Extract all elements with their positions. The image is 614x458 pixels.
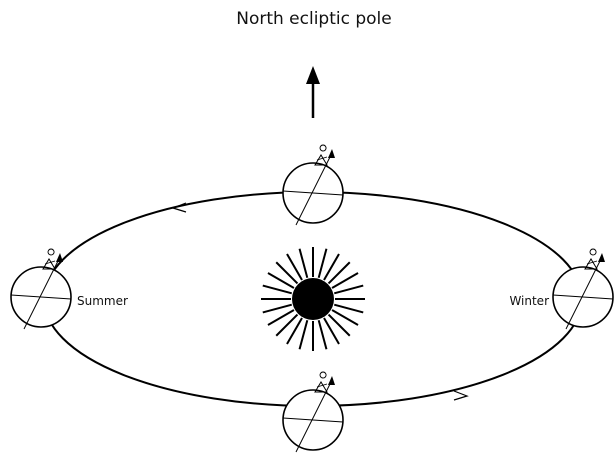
sun-ray — [275, 261, 299, 285]
sun-ray — [317, 248, 328, 279]
sun-ray — [286, 253, 303, 281]
sun-ray — [267, 272, 295, 289]
sun-ray — [327, 313, 351, 337]
sun-ray — [275, 313, 299, 337]
sun — [261, 247, 365, 351]
sun-ray — [262, 303, 293, 314]
earth — [282, 144, 344, 226]
earth — [282, 371, 344, 453]
sun-ray — [333, 284, 364, 295]
sun-ray — [323, 317, 340, 345]
sun-ray — [267, 309, 295, 326]
sun-ray — [317, 319, 328, 350]
sun-ray — [298, 248, 309, 279]
orbit-arrow — [453, 390, 469, 401]
summer-label: Summer — [77, 294, 128, 308]
sun-ray — [286, 317, 303, 345]
winter-label: Winter — [509, 294, 549, 308]
orbit-arrow — [171, 202, 187, 213]
pole-arrow-head — [306, 66, 320, 84]
sun-ray — [298, 319, 309, 350]
sun-ray — [331, 272, 359, 289]
sun-ray — [323, 253, 340, 281]
sun-disk — [292, 278, 334, 320]
diagram-title: North ecliptic pole — [236, 9, 392, 29]
sun-ray — [331, 309, 359, 326]
earth — [552, 248, 614, 330]
sun-ray — [262, 284, 293, 295]
earth — [10, 248, 72, 330]
sun-ray — [333, 303, 364, 314]
sun-ray — [327, 261, 351, 285]
